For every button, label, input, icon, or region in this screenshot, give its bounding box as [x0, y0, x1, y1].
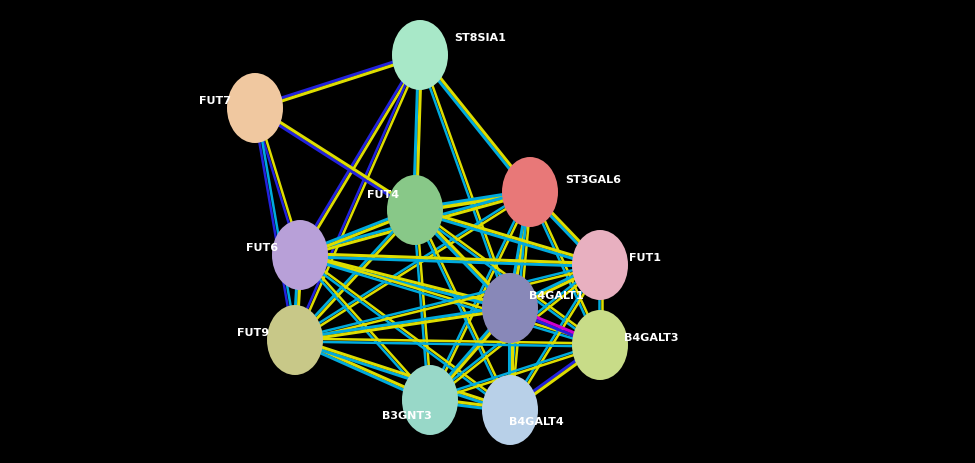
Text: B3GNT3: B3GNT3	[382, 411, 432, 421]
Text: B4GALT4: B4GALT4	[509, 417, 564, 427]
Ellipse shape	[572, 230, 628, 300]
Text: FUT6: FUT6	[246, 243, 278, 253]
Ellipse shape	[482, 375, 538, 445]
Ellipse shape	[387, 175, 443, 245]
Text: FUT4: FUT4	[367, 190, 399, 200]
Ellipse shape	[402, 365, 458, 435]
Ellipse shape	[392, 20, 448, 90]
Text: B4GALT1: B4GALT1	[528, 291, 583, 301]
Ellipse shape	[482, 273, 538, 343]
Ellipse shape	[267, 305, 323, 375]
Text: FUT9: FUT9	[237, 328, 269, 338]
Text: FUT7: FUT7	[199, 96, 231, 106]
Text: ST8SIA1: ST8SIA1	[454, 33, 506, 43]
Ellipse shape	[572, 310, 628, 380]
Text: B4GALT3: B4GALT3	[624, 333, 679, 343]
Ellipse shape	[502, 157, 558, 227]
Ellipse shape	[272, 220, 328, 290]
Text: FUT1: FUT1	[629, 253, 661, 263]
Text: ST3GAL6: ST3GAL6	[565, 175, 621, 185]
Ellipse shape	[227, 73, 283, 143]
